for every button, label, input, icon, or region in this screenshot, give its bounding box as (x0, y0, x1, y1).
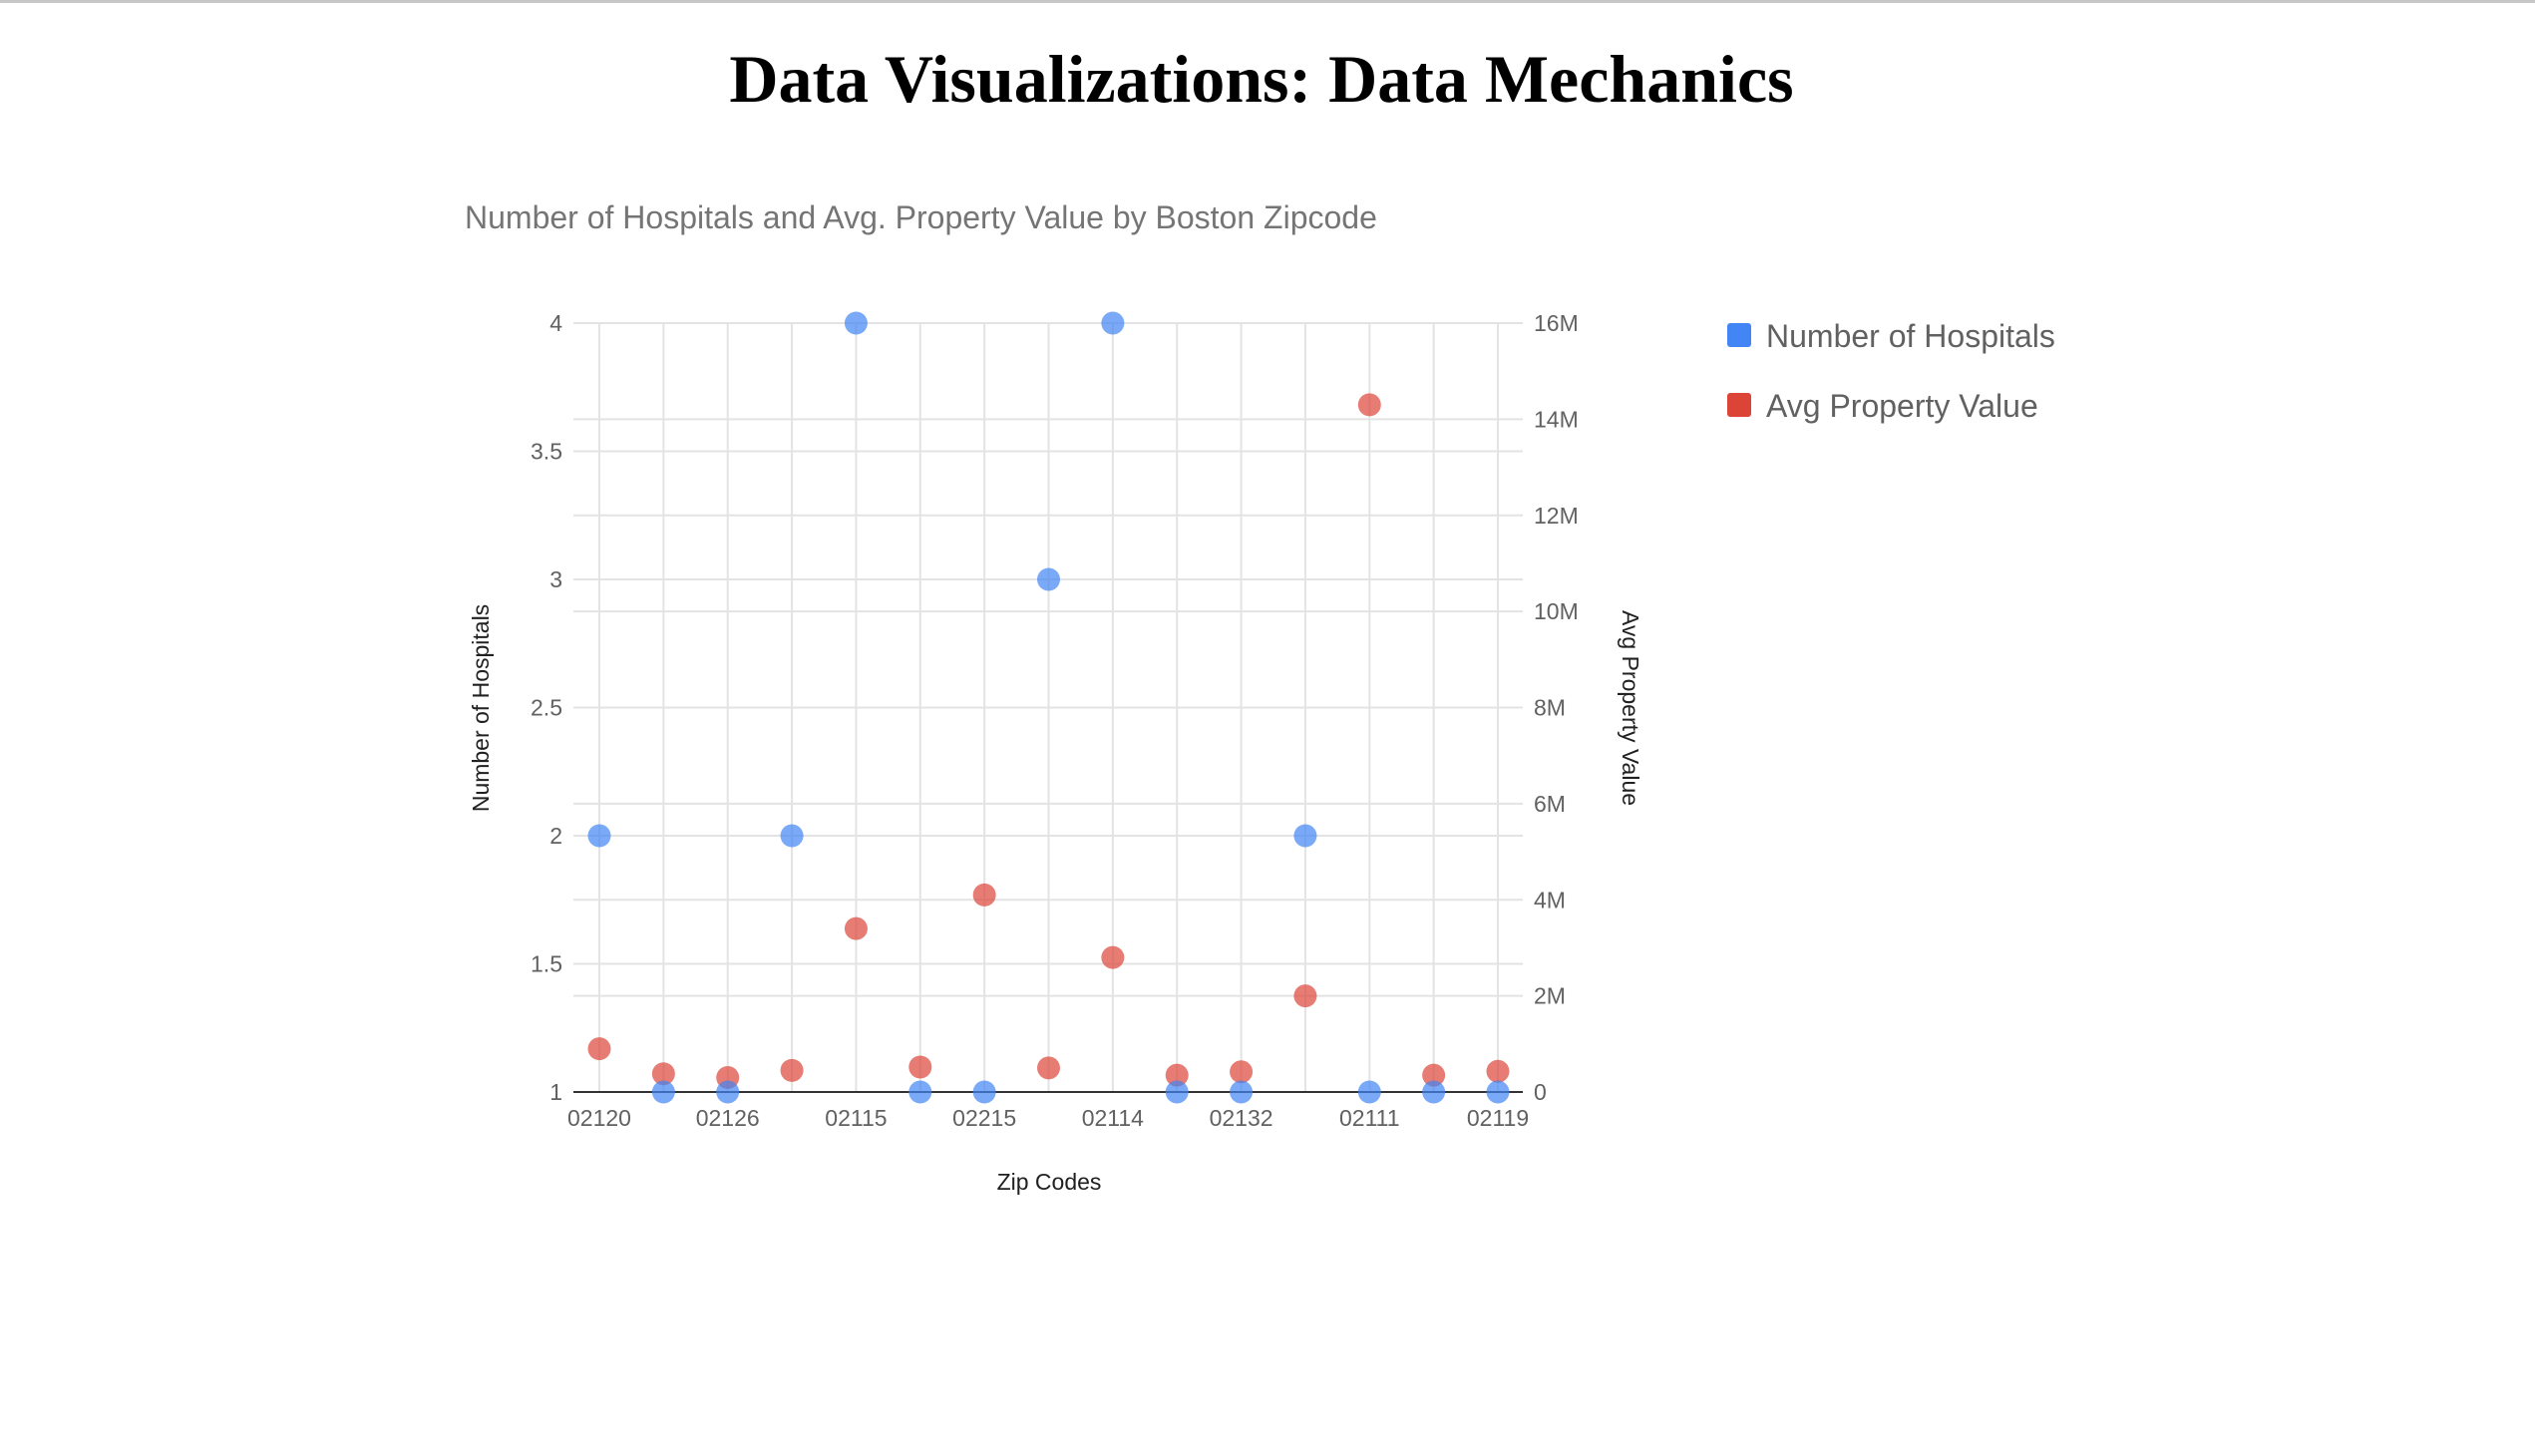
hospital-count-point (1101, 311, 1125, 335)
y-tick-label: 1 (549, 1079, 562, 1105)
property-value-point (587, 1037, 611, 1061)
property-value-point (1165, 1063, 1189, 1087)
y2-tick-label: 16M (1534, 310, 1579, 336)
legend-swatch-hospitals (1727, 323, 1751, 347)
y2-tick-label: 4M (1534, 887, 1566, 912)
x-tick-label: 02111 (1339, 1105, 1400, 1131)
hospital-count-point (1293, 824, 1317, 848)
chart-points (587, 311, 1510, 1104)
y-tick-label: 3 (549, 566, 562, 592)
window-top-border (0, 0, 2535, 3)
x-axis-title: Zip Codes (997, 1169, 1102, 1195)
hospital-count-point (780, 824, 804, 848)
property-value-point (844, 916, 868, 940)
hospital-count-point (908, 1080, 932, 1104)
chart-gridlines (573, 322, 1523, 1093)
property-value-point (972, 883, 996, 907)
x-tick-label: 02119 (1467, 1105, 1529, 1131)
x-tick-label: 02114 (1082, 1105, 1144, 1131)
x-tick-label: 02132 (1210, 1105, 1273, 1131)
legend-label: Number of Hospitals (1766, 318, 2055, 354)
property-value-point (651, 1062, 675, 1086)
y-tick-label: 2 (549, 823, 562, 849)
property-value-point (780, 1058, 804, 1082)
hospital-count-point (651, 1080, 675, 1104)
y2-tick-label: 6M (1534, 791, 1566, 817)
hospital-count-point (587, 824, 611, 848)
property-value-point (1422, 1063, 1446, 1087)
y-tick-label: 1.5 (531, 951, 562, 977)
hospital-count-point (1230, 1080, 1254, 1104)
y2-tick-label: 0 (1534, 1079, 1547, 1105)
property-value-point (1486, 1059, 1510, 1083)
chart-title: Number of Hospitals and Avg. Property Va… (465, 199, 1377, 235)
legend-label: Avg Property Value (1766, 388, 2038, 424)
hospital-count-point (1486, 1080, 1510, 1104)
legend-swatch-property-value (1727, 393, 1751, 417)
y2-tick-label: 10M (1534, 598, 1579, 624)
y-axis-title: Number of Hospitals (468, 604, 494, 812)
hospital-count-point (716, 1080, 740, 1104)
y-tick-label: 3.5 (531, 439, 562, 465)
hospital-count-point (1037, 567, 1060, 591)
y2-axis-title: Avg Property Value (1618, 610, 1643, 806)
y2-tick-label: 8M (1534, 695, 1566, 721)
y2-tick-label: 14M (1534, 406, 1579, 432)
chart-legend: Number of Hospitals Avg Property Value (1727, 318, 2055, 424)
property-value-point (1037, 1056, 1060, 1080)
hospital-count-point (1165, 1080, 1189, 1104)
hospital-count-point (1357, 1080, 1381, 1104)
x-tick-label: 02126 (696, 1105, 760, 1131)
chart-axes: 1 1.5 2 2.5 3 3.5 4 0 2M 4M 6M 8M 10M 12M 14M 16M 02120 0… (531, 310, 1579, 1131)
hospital-count-point (972, 1080, 996, 1104)
property-value-point (1101, 945, 1125, 969)
hospital-count-point (844, 311, 868, 335)
page-title: Data Visualizations: Data Mechanics (729, 41, 1794, 117)
property-value-point (1230, 1060, 1254, 1084)
x-tick-label: 02115 (825, 1105, 887, 1131)
y2-tick-label: 12M (1534, 503, 1579, 529)
y2-tick-label: 2M (1534, 983, 1566, 1009)
hospital-count-point (1422, 1080, 1446, 1104)
y-tick-label: 2.5 (531, 695, 562, 721)
property-value-point (1293, 984, 1317, 1008)
property-value-point (908, 1055, 932, 1079)
y-tick-label: 4 (549, 310, 562, 336)
x-tick-label: 02215 (952, 1105, 1016, 1131)
property-value-point (1357, 393, 1381, 417)
x-tick-label: 02120 (567, 1105, 631, 1131)
